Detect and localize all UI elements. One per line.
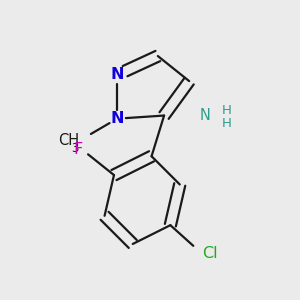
- Text: N: N: [200, 108, 210, 123]
- Text: N: N: [110, 67, 124, 82]
- Text: F: F: [74, 142, 83, 158]
- Text: H: H: [222, 117, 232, 130]
- Text: N: N: [110, 111, 124, 126]
- Text: 3: 3: [71, 142, 79, 155]
- Text: Cl: Cl: [202, 246, 217, 261]
- Text: H: H: [222, 104, 232, 117]
- Text: CH: CH: [58, 133, 80, 148]
